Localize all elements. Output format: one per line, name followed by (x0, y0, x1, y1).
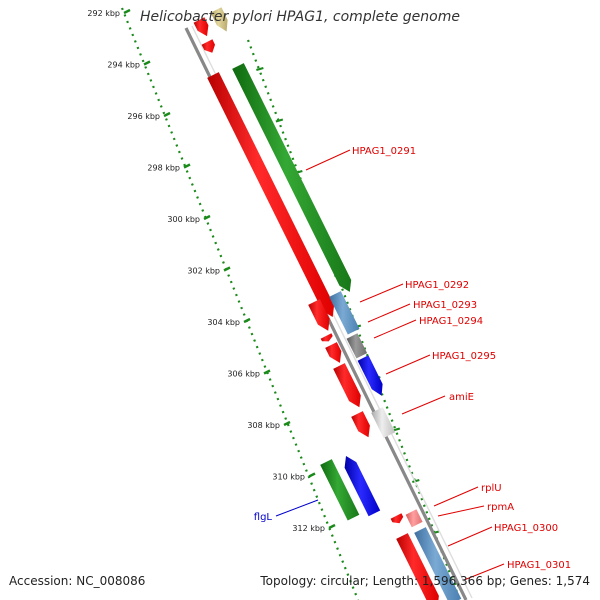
cds-feature (351, 411, 370, 438)
ruler-minor-tick (412, 478, 420, 484)
gene-label: amiE (449, 392, 474, 403)
ruler-tick (308, 472, 316, 478)
tick-label: 302 kbp (187, 267, 220, 276)
ruler-tick (223, 266, 231, 272)
ruler-tick (163, 111, 171, 118)
gene-label: rpmA (487, 502, 514, 513)
cds-feature (329, 291, 360, 335)
ruler-tick (123, 8, 131, 15)
ruler-line-outer (246, 39, 462, 600)
cds-feature (396, 533, 439, 600)
cds-feature (333, 363, 361, 408)
gene-label-leader (437, 505, 485, 517)
ruler-tick (263, 369, 271, 375)
tick-label: 306 kbp (227, 370, 260, 379)
gene-label-leader (359, 283, 404, 303)
cds-feature (193, 17, 209, 37)
labels-layer: HPAG1_0291 HPAG1_0292 HPAG1_0293 HPAG1_0294… (254, 146, 571, 581)
ruler-line-inner (120, 7, 360, 600)
cds-feature (346, 333, 368, 359)
gene-label-leader (367, 303, 411, 323)
cds-feature (308, 299, 330, 331)
gene-label: HPAG1_0300 (494, 523, 558, 534)
gene-label-leader (401, 395, 446, 415)
ruler-tick (203, 214, 211, 221)
genome-summary-text: Topology: circular; Length: 1,596,366 bp… (260, 574, 590, 588)
ruler-tick (328, 523, 336, 530)
cds-feature (320, 459, 360, 521)
ruler-tick (143, 60, 151, 66)
ruler-tick (243, 317, 251, 324)
map-title: Helicobacter pylori HPAG1, complete geno… (140, 9, 460, 25)
gene-label-leader (385, 354, 431, 375)
cds-feature (207, 72, 335, 317)
cds-feature (210, 7, 228, 32)
tick-label: 296 kbp (127, 112, 160, 121)
gene-label: HPAG1_0293 (413, 300, 477, 311)
cds-feature (390, 513, 404, 524)
cds-feature (320, 333, 333, 342)
gene-label-leader (463, 563, 505, 581)
gene-label: flgL (254, 512, 273, 523)
gene-label: HPAG1_0295 (432, 351, 496, 362)
gene-label: HPAG1_0294 (419, 316, 483, 327)
gene-label-leader (373, 319, 417, 339)
tick-label: 292 kbp (87, 9, 120, 18)
ruler-minor-tick (256, 66, 264, 72)
ruler-minor-tick (275, 118, 284, 123)
tick-label: 308 kbp (247, 421, 280, 430)
tick-label: 310 kbp (272, 473, 305, 482)
cds-feature (344, 456, 381, 517)
gene-label: HPAG1_0301 (507, 560, 571, 571)
tick-label: 312 kbp (292, 524, 325, 533)
cds-feature (232, 63, 352, 292)
gene-label: HPAG1_0292 (405, 280, 469, 291)
cds-feature (201, 39, 215, 53)
ruler-tick (183, 163, 191, 169)
accession-text: Accession: NC_008086 (9, 574, 146, 588)
cds-feature (357, 355, 383, 396)
tick-label: 298 kbp (147, 164, 180, 173)
tick-label: 304 kbp (207, 318, 240, 327)
gene-label-leader (433, 486, 479, 507)
cds-feature (405, 509, 423, 528)
tick-label: 294 kbp (107, 61, 140, 70)
cds-feature (371, 407, 396, 438)
cds-feature (414, 527, 462, 600)
ruler-layer: 292 kbp 294 kbp 296 kbp 298 kbp 300 kbp 302 k… (87, 7, 462, 600)
gene-label-leader (305, 149, 351, 171)
gene-label: HPAG1_0291 (352, 146, 416, 157)
cds-feature (325, 342, 342, 363)
ruler-tick (283, 420, 291, 427)
gene-label-leader (447, 526, 493, 547)
gene-label: rplU (481, 483, 502, 494)
tick-label: 300 kbp (167, 215, 200, 224)
gene-label-leader (275, 499, 319, 517)
features-layer (193, 7, 462, 600)
